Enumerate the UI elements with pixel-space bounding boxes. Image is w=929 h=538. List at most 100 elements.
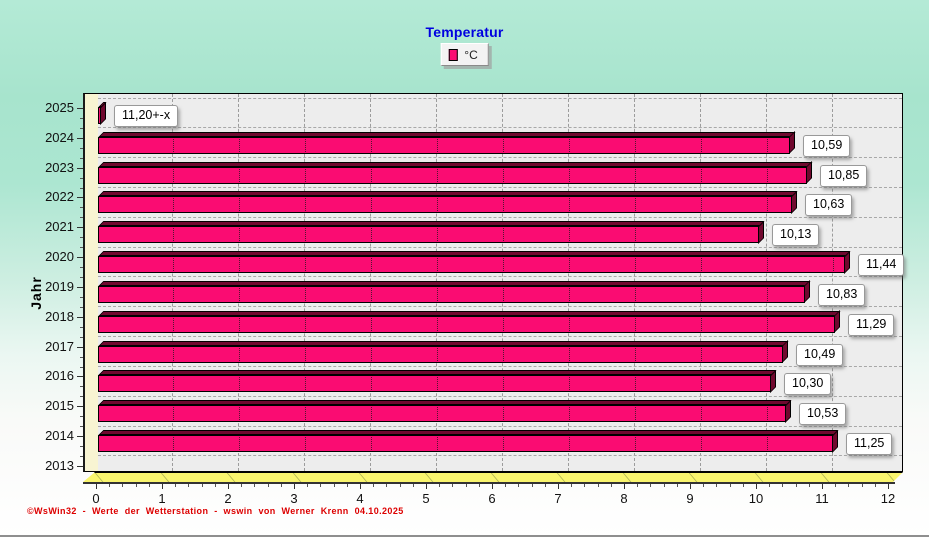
x-axis-minor-tick bbox=[109, 484, 111, 487]
bar-2016 bbox=[98, 369, 780, 393]
horizontal-gridline bbox=[98, 97, 902, 99]
y-axis-minor-tick bbox=[80, 446, 83, 448]
bar-gridline-dot bbox=[767, 317, 768, 331]
x-axis-minor-tick bbox=[544, 484, 546, 487]
y-axis-minor-tick bbox=[80, 426, 83, 428]
y-axis-tick bbox=[77, 197, 83, 199]
horizontal-gridline bbox=[98, 216, 902, 218]
y-axis-minor-tick bbox=[80, 157, 83, 159]
x-axis-minor-tick bbox=[729, 484, 731, 487]
x-axis-tick-label: 8 bbox=[620, 491, 628, 506]
bar-gridline-dot bbox=[239, 287, 240, 301]
bar-gridline-dot bbox=[635, 198, 636, 212]
bar-gridline-dot bbox=[503, 347, 504, 361]
x-axis-minor-tick bbox=[505, 484, 507, 487]
x-axis-minor-tick bbox=[122, 484, 124, 487]
horizontal-gridline bbox=[98, 336, 902, 338]
bar-gridline-dot bbox=[173, 287, 174, 301]
bar-gridline-dot bbox=[701, 437, 702, 451]
bar-gridline-dot bbox=[569, 168, 570, 182]
y-axis-minor-tick bbox=[80, 267, 83, 269]
bar-2014 bbox=[98, 429, 842, 453]
bar-2019 bbox=[98, 280, 814, 304]
bar-gridline-dot bbox=[239, 198, 240, 212]
bar-gridline-dot bbox=[371, 198, 372, 212]
x-axis-tick-label: 3 bbox=[290, 491, 298, 506]
bar-gridline-dot bbox=[569, 377, 570, 391]
x-axis-minor-tick bbox=[412, 484, 414, 487]
bar-front-face bbox=[98, 285, 805, 303]
bar-gridline-dot bbox=[635, 168, 636, 182]
x-axis-minor-tick bbox=[637, 484, 639, 487]
bar-gridline-dot bbox=[305, 138, 306, 152]
horizontal-gridline bbox=[98, 157, 902, 159]
y-axis-tick bbox=[77, 376, 83, 378]
bar-gridline-dot bbox=[305, 317, 306, 331]
bar-gridline-dot bbox=[173, 138, 174, 152]
bar-gridline-dot bbox=[371, 347, 372, 361]
x-axis-minor-tick bbox=[188, 484, 190, 487]
x-axis-tick bbox=[756, 484, 757, 489]
bar-front-face bbox=[98, 107, 101, 124]
y-axis-minor-tick bbox=[80, 217, 83, 219]
bar-gridline-dot bbox=[305, 347, 306, 361]
x-axis-minor-tick bbox=[201, 484, 203, 487]
x-axis-minor-tick bbox=[135, 484, 137, 487]
horizontal-gridline bbox=[98, 276, 902, 278]
y-axis-minor-tick bbox=[80, 147, 83, 149]
bar-2025 bbox=[98, 101, 110, 125]
bar-2015 bbox=[98, 399, 795, 423]
y-axis-label: 2019 bbox=[45, 278, 74, 294]
bar-gridline-dot bbox=[569, 258, 570, 272]
x-axis-minor-tick bbox=[874, 484, 876, 487]
x-axis-minor-tick bbox=[571, 484, 573, 487]
y-axis-tick bbox=[77, 137, 83, 139]
x-axis-tick-label: 1 bbox=[158, 491, 166, 506]
y-axis-label: 2014 bbox=[45, 428, 74, 444]
bar-gridline-dot bbox=[569, 198, 570, 212]
x-axis-minor-tick bbox=[373, 484, 375, 487]
bar-2024 bbox=[98, 131, 799, 155]
x-axis-minor-tick bbox=[175, 484, 177, 487]
bar-gridline-dot bbox=[173, 437, 174, 451]
bar-value-label: 10,83 bbox=[818, 283, 866, 306]
x-axis-minor-tick bbox=[795, 484, 797, 487]
bar-gridline-dot bbox=[635, 377, 636, 391]
x-axis-minor-tick bbox=[214, 484, 216, 487]
bar-gridline-dot bbox=[437, 138, 438, 152]
bar-2022 bbox=[98, 190, 801, 214]
bar-value-label: 10,53 bbox=[799, 403, 847, 426]
x-axis-minor-tick bbox=[650, 484, 652, 487]
bar-gridline-dot bbox=[503, 258, 504, 272]
y-axis-tick bbox=[77, 257, 83, 259]
x-axis-tick bbox=[822, 484, 823, 489]
x-axis-minor-tick bbox=[676, 484, 678, 487]
bar-2020 bbox=[98, 250, 854, 274]
bar-gridline-dot bbox=[767, 407, 768, 421]
bar-value-label: 10,30 bbox=[784, 373, 832, 396]
y-axis-label: 2025 bbox=[45, 100, 74, 115]
bar-gridline-dot bbox=[305, 377, 306, 391]
bar-gridline-dot bbox=[635, 317, 636, 331]
bar-gridline-dot bbox=[503, 198, 504, 212]
bar-gridline-dot bbox=[701, 168, 702, 182]
bar-gridline-dot bbox=[767, 138, 768, 152]
y-axis-label: 2021 bbox=[45, 219, 74, 235]
y-axis-minor-tick bbox=[80, 456, 83, 458]
bar-gridline-dot bbox=[239, 347, 240, 361]
bar-gridline-dot bbox=[371, 168, 372, 182]
copyright-text: ©WsWin32 - Werte der Wetterstation - wsw… bbox=[27, 506, 404, 516]
bar-gridline-dot bbox=[701, 287, 702, 301]
horizontal-gridline bbox=[98, 365, 902, 367]
bar-gridline-dot bbox=[437, 347, 438, 361]
x-axis-minor-tick bbox=[703, 484, 705, 487]
x-axis-minor-tick bbox=[769, 484, 771, 487]
y-axis-minor-tick bbox=[80, 296, 83, 298]
bar-gridline-dot bbox=[371, 258, 372, 272]
vertical-gridline bbox=[832, 94, 833, 471]
bar-front-face bbox=[98, 226, 759, 244]
x-axis-tick bbox=[162, 484, 163, 489]
bar-front-face bbox=[98, 196, 792, 214]
y-axis-minor-tick bbox=[80, 207, 83, 209]
x-axis-tick-label: 10 bbox=[748, 491, 764, 506]
